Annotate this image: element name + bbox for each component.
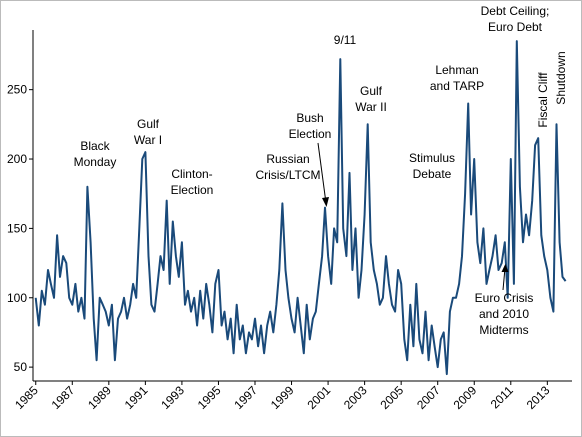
y-tick-label: 50: [14, 360, 28, 374]
annotation: Clinton- Election: [171, 167, 214, 197]
y-tick-label: 250: [7, 83, 27, 97]
y-tick-label: 200: [7, 152, 27, 166]
annotation-line: Crisis/LTCM: [255, 168, 320, 182]
annotation: 9/11: [334, 33, 357, 47]
annotation-line: Midterms: [479, 323, 528, 337]
annotation: Lehman and TARP: [430, 63, 484, 93]
annotation-line: 9/11: [334, 33, 357, 47]
annotation-line: Shutdown: [554, 51, 568, 104]
annotation-line: Debate: [413, 167, 452, 181]
annotation-line: Monday: [74, 155, 117, 169]
annotation: Bush Election: [289, 111, 332, 141]
annotation: Euro Crisis and 2010 Midterms: [475, 291, 534, 337]
annotation-line: Fiscal Cliff: [536, 72, 550, 128]
annotation-line: Gulf: [360, 84, 383, 98]
annotation-line: Euro Crisis: [475, 291, 534, 305]
annotation: Gulf War II: [355, 84, 387, 114]
annotation: Fiscal Cliff: [536, 72, 550, 128]
annotation-line: Election: [171, 183, 214, 197]
annotation-line: War II: [355, 100, 387, 114]
annotation: Russian Crisis/LTCM: [255, 152, 320, 182]
annotation-line: Clinton-: [171, 167, 212, 181]
annotation: Shutdown: [554, 51, 568, 104]
annotation-line: Debt Ceiling;: [481, 4, 550, 18]
data-line: [34, 40, 567, 376]
annotation: Stimulus Debate: [409, 151, 455, 181]
arrow-head: [322, 197, 329, 207]
annotation-line: Election: [289, 127, 332, 141]
annotation-line: Euro Debt: [488, 20, 543, 34]
y-tick-label: 100: [7, 291, 27, 305]
y-tick-label: 150: [7, 221, 27, 235]
annotation-line: and TARP: [430, 79, 484, 93]
annotation-line: Russian: [266, 152, 309, 166]
arrow: [317, 142, 327, 204]
annotation-line: and 2010: [479, 307, 529, 321]
annotation-line: Lehman: [435, 63, 478, 77]
annotation: Debt Ceiling; Euro Debt: [481, 4, 550, 34]
annotation-line: Gulf: [137, 117, 160, 131]
annotation-line: Black: [80, 139, 110, 153]
annotation-line: Bush: [296, 111, 323, 125]
annotation-line: Stimulus: [409, 151, 455, 165]
annotation: Gulf War I: [134, 117, 162, 147]
annotation: Black Monday: [74, 139, 117, 169]
annotation-line: War I: [134, 133, 162, 147]
arrow-head: [501, 264, 509, 272]
